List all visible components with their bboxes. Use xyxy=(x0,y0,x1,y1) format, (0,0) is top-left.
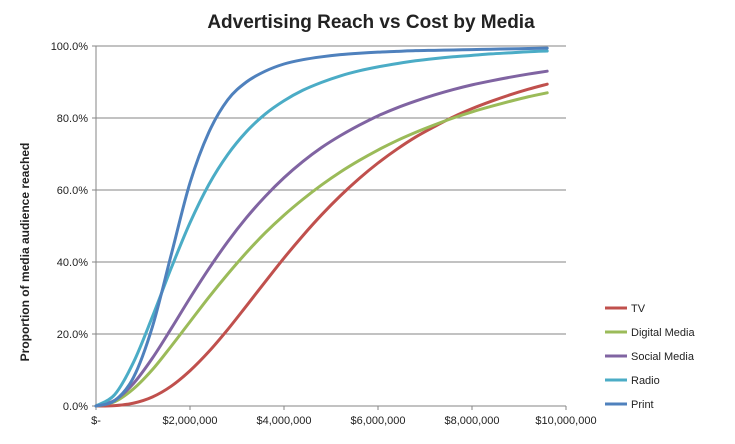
legend-label-digital-media: Digital Media xyxy=(631,327,695,339)
series-line-print xyxy=(94,46,549,408)
y-axis-label: Proportion of media audience reached xyxy=(18,143,32,362)
y-tick-label: 0.0% xyxy=(63,401,88,413)
axes: 0.0% 20.0% 40.0% 60.0% 80.0% 100.0% $- $2,000,0… xyxy=(51,41,597,427)
x-tick-label: $6,000,000 xyxy=(350,415,405,427)
y-tick-label: 100.0% xyxy=(51,41,89,53)
series-line-tv xyxy=(94,82,549,408)
x-tick-label: $4,000,000 xyxy=(256,415,311,427)
x-tick-label: $2,000,000 xyxy=(162,415,217,427)
y-tick-label: 60.0% xyxy=(57,185,88,197)
chart-title: Advertising Reach vs Cost by Media xyxy=(207,12,535,33)
x-tick-label: $8,000,000 xyxy=(444,415,499,427)
legend-label-social-media: Social Media xyxy=(631,351,695,363)
legend-label-print: Print xyxy=(631,399,654,411)
series-lines xyxy=(94,46,549,408)
y-tick-label: 80.0% xyxy=(57,113,88,125)
series-line-social-media xyxy=(94,69,549,408)
y-tick-label: 40.0% xyxy=(57,257,88,269)
series-line-radio xyxy=(94,49,549,408)
legend-label-radio: Radio xyxy=(631,375,660,387)
legend-label-tv: TV xyxy=(631,303,646,315)
legend: TV Digital Media Social Media Radio Print xyxy=(605,303,695,411)
y-tick-label: 20.0% xyxy=(57,329,88,341)
x-tick-label: $- xyxy=(91,415,101,427)
series-line-digital-media xyxy=(94,91,549,408)
gridlines xyxy=(96,45,566,335)
x-tick-label: $10,000,000 xyxy=(535,415,596,427)
